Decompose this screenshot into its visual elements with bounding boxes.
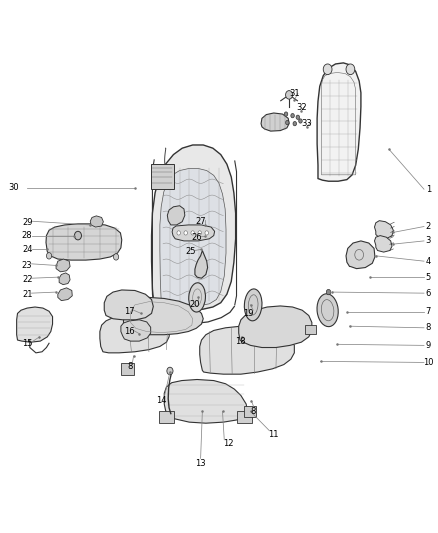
- Text: 8: 8: [251, 407, 256, 416]
- Circle shape: [284, 112, 288, 116]
- Polygon shape: [17, 307, 53, 342]
- Text: 25: 25: [185, 247, 196, 256]
- Circle shape: [286, 91, 293, 99]
- Text: 33: 33: [301, 119, 312, 128]
- Polygon shape: [172, 225, 215, 241]
- Circle shape: [184, 231, 187, 235]
- Polygon shape: [374, 236, 392, 252]
- Circle shape: [198, 231, 201, 235]
- Text: 8: 8: [426, 324, 431, 332]
- Circle shape: [328, 291, 330, 293]
- Text: 20: 20: [190, 301, 200, 309]
- Polygon shape: [59, 273, 70, 285]
- Polygon shape: [90, 216, 103, 227]
- Text: 24: 24: [22, 245, 32, 254]
- Text: 3: 3: [426, 237, 431, 245]
- Text: 14: 14: [156, 397, 166, 405]
- Text: 7: 7: [426, 308, 431, 316]
- Circle shape: [177, 231, 180, 235]
- Text: 21: 21: [22, 290, 32, 298]
- Circle shape: [191, 231, 194, 235]
- Polygon shape: [261, 113, 289, 131]
- Polygon shape: [152, 145, 236, 310]
- Text: 27: 27: [195, 217, 206, 225]
- Circle shape: [299, 119, 302, 123]
- Bar: [237, 411, 252, 423]
- Text: 12: 12: [223, 439, 234, 448]
- Ellipse shape: [244, 289, 262, 321]
- Text: 16: 16: [124, 327, 134, 336]
- Polygon shape: [124, 297, 203, 335]
- Circle shape: [286, 120, 289, 125]
- Text: 6: 6: [426, 289, 431, 297]
- Polygon shape: [195, 251, 208, 278]
- Polygon shape: [164, 379, 247, 423]
- Text: 4: 4: [426, 257, 431, 265]
- Circle shape: [323, 64, 332, 75]
- Circle shape: [74, 231, 81, 240]
- Text: 9: 9: [426, 341, 431, 350]
- Circle shape: [205, 231, 208, 235]
- Text: 32: 32: [296, 103, 307, 112]
- Circle shape: [293, 122, 297, 126]
- Polygon shape: [160, 168, 226, 306]
- Polygon shape: [104, 290, 153, 320]
- Text: 28: 28: [22, 231, 32, 240]
- Circle shape: [46, 253, 52, 259]
- Polygon shape: [239, 306, 312, 348]
- Text: 2: 2: [426, 222, 431, 231]
- Circle shape: [296, 115, 300, 119]
- Polygon shape: [346, 241, 375, 269]
- Text: 10: 10: [423, 358, 434, 367]
- Circle shape: [113, 254, 119, 260]
- Text: 19: 19: [244, 309, 254, 318]
- Text: 15: 15: [22, 340, 32, 348]
- Polygon shape: [121, 320, 151, 341]
- Polygon shape: [100, 316, 170, 353]
- Text: 30: 30: [8, 183, 18, 192]
- Polygon shape: [56, 259, 70, 272]
- Text: 13: 13: [195, 459, 206, 468]
- Text: 26: 26: [191, 233, 201, 241]
- Text: 29: 29: [22, 219, 32, 227]
- Bar: [244, 406, 256, 417]
- Text: 23: 23: [22, 261, 32, 270]
- Ellipse shape: [189, 283, 205, 312]
- Circle shape: [326, 289, 331, 295]
- Bar: [305, 325, 315, 334]
- Polygon shape: [167, 206, 185, 225]
- Circle shape: [346, 64, 355, 75]
- Text: 5: 5: [426, 273, 431, 281]
- Text: 8: 8: [128, 362, 133, 371]
- Circle shape: [167, 367, 173, 375]
- Text: 17: 17: [124, 308, 134, 316]
- Polygon shape: [317, 63, 361, 181]
- Bar: [151, 164, 174, 189]
- Polygon shape: [46, 224, 122, 260]
- Circle shape: [291, 114, 294, 118]
- Polygon shape: [200, 326, 294, 374]
- Text: 31: 31: [289, 89, 300, 98]
- Polygon shape: [58, 288, 72, 301]
- Text: 11: 11: [268, 430, 279, 439]
- Text: 1: 1: [426, 185, 431, 193]
- Text: 22: 22: [22, 276, 32, 284]
- Ellipse shape: [317, 294, 338, 327]
- Polygon shape: [374, 221, 393, 239]
- Bar: [159, 411, 174, 423]
- Bar: [121, 363, 134, 375]
- Text: 18: 18: [235, 337, 245, 345]
